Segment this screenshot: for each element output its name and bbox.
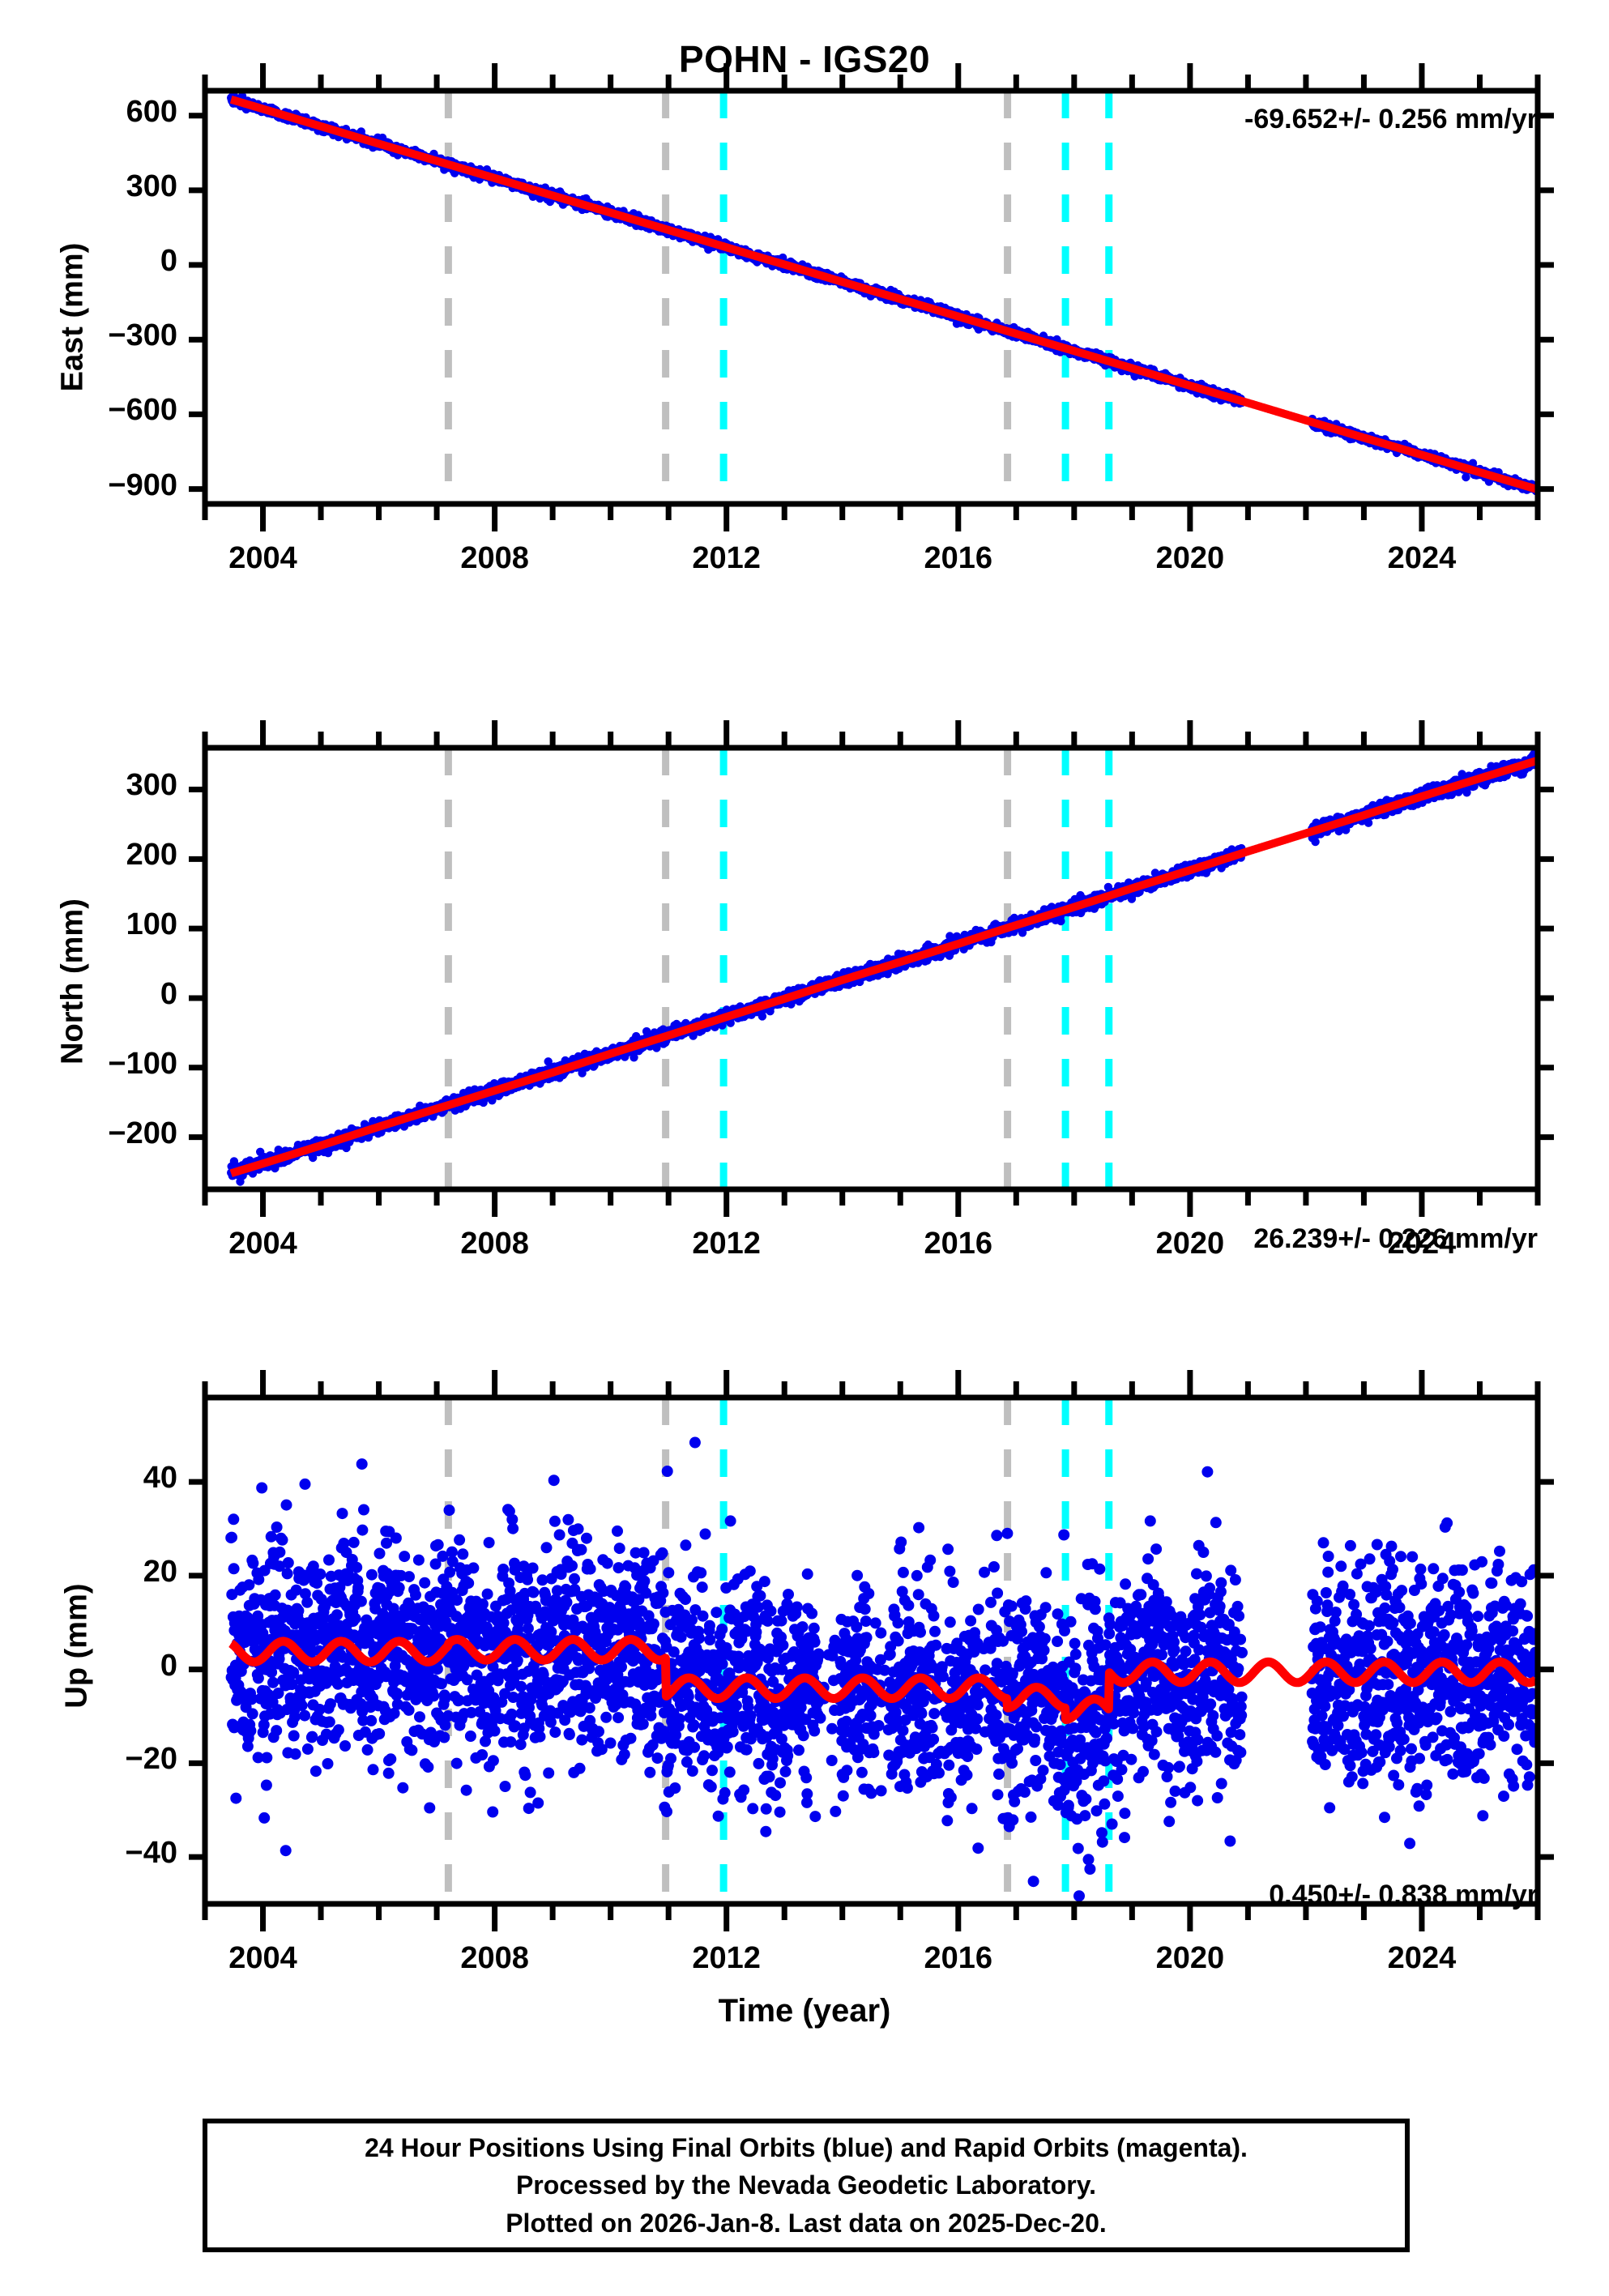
panel-north-ylabel: North (mm): [56, 860, 91, 1103]
x-tick-label: 2004: [190, 1227, 336, 1261]
y-tick-label: 20: [143, 1555, 177, 1590]
x-tick-label: 2008: [422, 1941, 568, 1976]
y-tick-label: −600: [108, 393, 177, 428]
y-tick-label: 300: [126, 768, 177, 803]
y-tick-label: −900: [108, 468, 177, 503]
y-tick-label: −20: [126, 1742, 177, 1777]
x-axis-label: Time (year): [0, 1993, 1609, 2029]
x-tick-label: 2008: [422, 1227, 568, 1261]
x-tick-label: 2008: [422, 541, 568, 576]
y-tick-label: −200: [108, 1116, 177, 1151]
y-tick-label: 0: [160, 1649, 177, 1684]
panel-up-ylabel: Up (mm): [60, 1525, 95, 1768]
caption-line-3: Plotted on 2026-Jan-8. Last data on 2025…: [506, 2204, 1107, 2242]
panel-east-ylabel: East (mm): [56, 196, 91, 439]
caption-line-1: 24 Hour Positions Using Final Orbits (bl…: [365, 2129, 1248, 2166]
x-tick-label: 2004: [190, 541, 336, 576]
model-trend-line: [231, 100, 1536, 489]
x-tick-label: 2004: [190, 1941, 336, 1976]
x-tick-label: 2020: [1117, 1941, 1263, 1976]
y-tick-label: −40: [126, 1836, 177, 1871]
x-tick-label: 2020: [1117, 541, 1263, 576]
y-tick-label: 200: [126, 838, 177, 873]
y-tick-label: 100: [126, 907, 177, 942]
panel-north: North (mm) 26.239+/- 0.226 mm/yr 300 200 1…: [0, 656, 1609, 1329]
x-tick-label: 2016: [886, 541, 1031, 576]
x-tick-label: 2012: [654, 1941, 800, 1976]
x-tick-label: 2016: [886, 1941, 1031, 1976]
panel-up-rate: 0.450+/- 0.838 mm/yr: [1269, 1880, 1538, 1911]
y-tick-label: 300: [126, 169, 177, 204]
panel-east-rate: -69.652+/- 0.256 mm/yr: [1244, 104, 1538, 135]
x-tick-label: 2024: [1349, 541, 1495, 576]
x-tick-label: 2012: [654, 1227, 800, 1261]
x-tick-label: 2016: [886, 1227, 1031, 1261]
panel-up: Up (mm) 0.450+/- 0.838 mm/yr Time (year)…: [0, 1321, 1609, 2074]
x-tick-label: 2024: [1349, 1941, 1495, 1976]
y-tick-label: 0: [160, 977, 177, 1012]
y-tick-label: 40: [143, 1461, 177, 1496]
plot-data-east: [227, 91, 1540, 504]
y-tick-label: 600: [126, 95, 177, 130]
caption-box: 24 Hour Positions Using Final Orbits (bl…: [203, 2119, 1410, 2252]
plot-data-north: [227, 748, 1540, 1189]
y-tick-label: −300: [108, 318, 177, 353]
y-tick-label: −100: [108, 1047, 177, 1082]
caption-line-2: Processed by the Nevada Geodetic Laborat…: [516, 2166, 1096, 2204]
x-tick-label: 2020: [1117, 1227, 1263, 1261]
model-trend-line: [231, 761, 1536, 1173]
x-tick-label: 2012: [654, 541, 800, 576]
x-tick-label: 2024: [1349, 1227, 1495, 1261]
panel-east: East (mm) -69.652+/- 0.256 mm/yr 600 300 0…: [0, 0, 1609, 664]
y-tick-label: 0: [160, 244, 177, 279]
